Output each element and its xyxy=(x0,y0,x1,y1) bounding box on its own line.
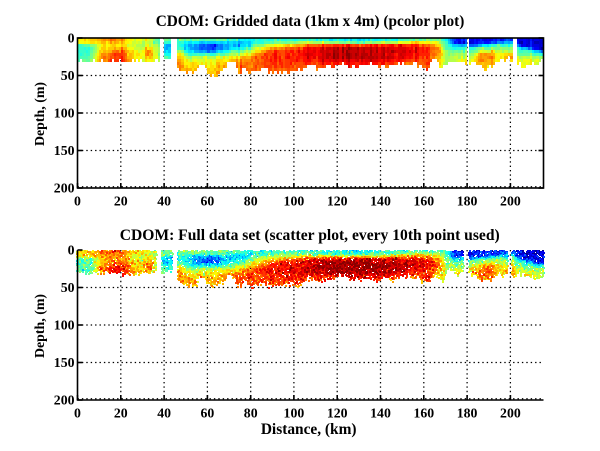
svg-text:0: 0 xyxy=(74,193,81,208)
svg-text:160: 160 xyxy=(413,405,434,420)
svg-text:160: 160 xyxy=(413,193,434,208)
svg-text:140: 140 xyxy=(370,193,391,208)
svg-text:20: 20 xyxy=(114,193,128,208)
svg-text:100: 100 xyxy=(284,405,305,420)
svg-text:60: 60 xyxy=(201,405,215,420)
svg-text:180: 180 xyxy=(457,193,478,208)
svg-text:40: 40 xyxy=(157,193,171,208)
svg-text:50: 50 xyxy=(61,68,75,83)
svg-text:Distance, (km): Distance, (km) xyxy=(261,421,357,438)
svg-text:CDOM: Full data set (scatter p: CDOM: Full data set (scatter plot, every… xyxy=(120,227,500,244)
svg-text:200: 200 xyxy=(54,180,75,195)
svg-text:50: 50 xyxy=(61,280,75,295)
svg-text:CDOM: Gridded data (1km x 4m): CDOM: Gridded data (1km x 4m) (pcolor pl… xyxy=(156,13,465,30)
svg-text:200: 200 xyxy=(54,392,75,407)
svg-text:120: 120 xyxy=(327,405,348,420)
svg-text:100: 100 xyxy=(54,105,75,120)
svg-text:0: 0 xyxy=(68,242,75,257)
svg-text:Depth, (m): Depth, (m) xyxy=(33,294,48,358)
svg-text:180: 180 xyxy=(457,405,478,420)
svg-text:0: 0 xyxy=(74,405,81,420)
svg-text:200: 200 xyxy=(500,405,521,420)
svg-text:150: 150 xyxy=(54,143,75,158)
svg-text:80: 80 xyxy=(244,405,258,420)
svg-text:20: 20 xyxy=(114,405,128,420)
svg-text:80: 80 xyxy=(244,193,258,208)
svg-text:60: 60 xyxy=(201,193,215,208)
svg-text:0: 0 xyxy=(68,30,75,45)
svg-text:40: 40 xyxy=(157,405,171,420)
svg-text:120: 120 xyxy=(327,193,348,208)
svg-text:100: 100 xyxy=(284,193,305,208)
svg-text:140: 140 xyxy=(370,405,391,420)
svg-text:Depth, (m): Depth, (m) xyxy=(33,82,48,146)
svg-text:150: 150 xyxy=(54,355,75,370)
svg-text:200: 200 xyxy=(500,193,521,208)
svg-text:100: 100 xyxy=(54,317,75,332)
